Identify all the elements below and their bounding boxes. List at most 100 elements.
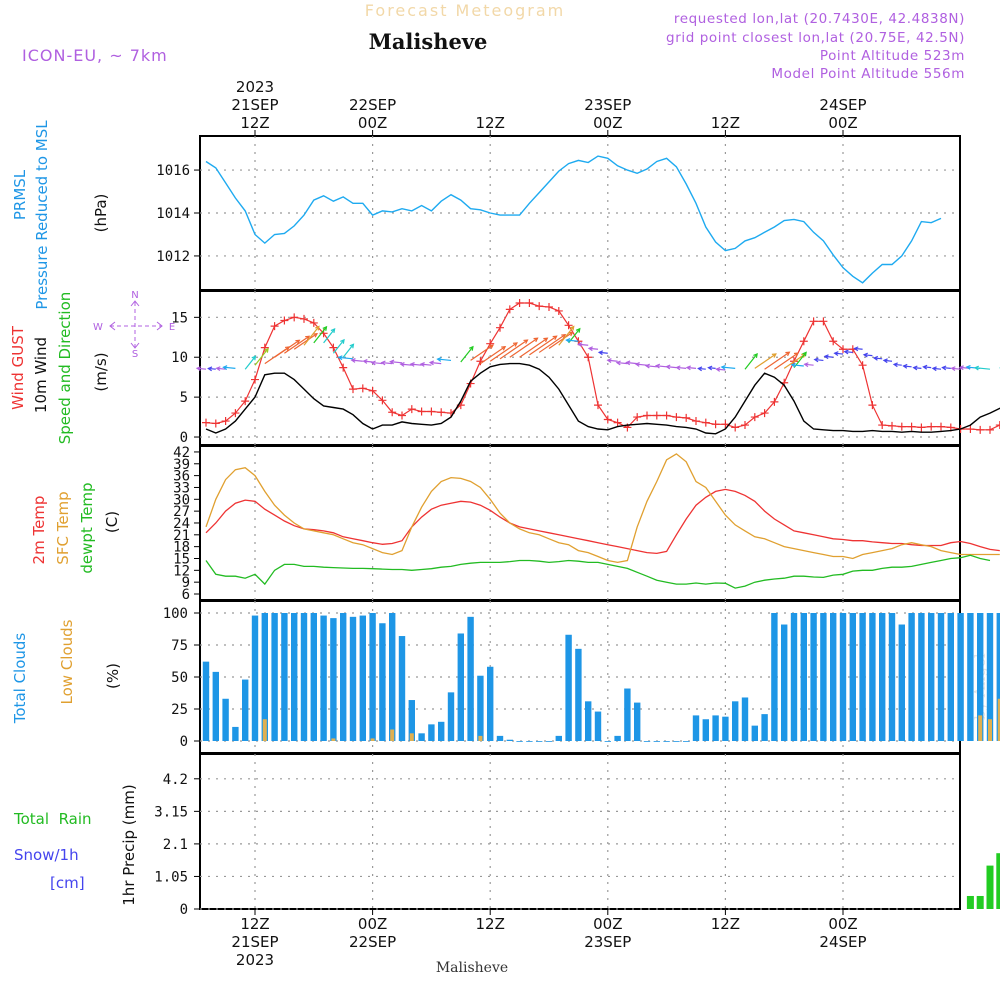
wind-arrow — [883, 359, 893, 362]
gust-marker — [270, 322, 279, 331]
ytick-label: 0 — [180, 430, 188, 446]
gust-marker — [496, 323, 504, 332]
wind-arrow — [863, 354, 873, 357]
low-cloud-bar — [262, 719, 267, 741]
gust-marker — [417, 407, 426, 416]
wind-arrow-head — [606, 358, 612, 363]
gust-marker — [907, 422, 916, 431]
wind-arrow — [323, 328, 336, 344]
gust-marker — [378, 396, 387, 405]
wind-arrow-head — [569, 325, 575, 331]
time-label-top: 21SEP — [231, 96, 278, 114]
total-cloud-bar — [820, 613, 827, 741]
series-wind10 — [205, 362, 1000, 435]
wind-arrow-head — [654, 363, 661, 369]
gust-marker — [545, 302, 553, 311]
total-cloud-bar — [996, 613, 1000, 741]
gust-marker — [554, 306, 563, 315]
rain-bar — [986, 865, 994, 909]
total-cloud-bar — [624, 688, 631, 741]
wind-arrow-head — [790, 362, 796, 368]
total-cloud-bar — [937, 613, 945, 741]
t2m-label: 2m Temp — [30, 496, 48, 565]
top-title: Forecast Meteogram — [365, 1, 565, 20]
total-cloud-bar — [839, 613, 847, 741]
ytick-label: 42 — [173, 445, 190, 461]
wind-arrow — [244, 355, 256, 370]
wind-arrow-head — [965, 364, 971, 370]
gust-marker — [897, 422, 906, 431]
ytick-label: 27 — [173, 504, 190, 520]
wind-arrow-head — [634, 361, 640, 367]
wind-arrow — [342, 343, 354, 358]
total-cloud-bar — [683, 741, 690, 742]
wind-arrow-head — [950, 366, 956, 372]
gust-marker — [231, 409, 240, 418]
gust-marker — [398, 411, 406, 420]
ytick-label: 1016 — [156, 163, 190, 179]
wind-arrow-head — [436, 356, 442, 362]
gust-marker — [770, 397, 779, 406]
total-cloud-bar — [986, 613, 994, 741]
ytick-label: 10 — [171, 350, 188, 366]
wind-arrow-head — [862, 352, 868, 358]
total-cloud-bar — [408, 700, 415, 741]
time-label-top: 00Z — [358, 114, 387, 132]
gust-marker — [937, 422, 945, 431]
prmsl-unit-label: (hPa) — [92, 194, 110, 233]
total-cloud-bar — [634, 702, 641, 741]
wind-arrow — [893, 363, 902, 366]
total-cloud-bar — [585, 701, 592, 741]
ytick-label: 1012 — [156, 249, 190, 265]
wind-arrow — [578, 343, 589, 346]
gust-marker — [633, 413, 642, 422]
wind-arrow — [903, 365, 912, 368]
wind-arrow — [616, 361, 628, 365]
low-cloud-bar — [390, 729, 395, 741]
series-prmsl — [205, 155, 942, 284]
total-cloud-bar — [810, 613, 817, 741]
low-cloud-bar — [978, 715, 983, 741]
wind-arrow-head — [315, 325, 320, 331]
wind-arrow — [834, 352, 844, 355]
wind-arrow — [923, 366, 932, 369]
gust-marker — [202, 418, 210, 427]
ytick-label: 0 — [180, 902, 188, 918]
snow-unit-label: [cm] — [50, 874, 85, 892]
time-label-bottom: 23SEP — [584, 933, 631, 951]
ytick-label: 25 — [171, 702, 188, 718]
total-cloud-bar — [398, 636, 406, 741]
ytick-label: 24 — [173, 516, 190, 532]
wind-arrow-head — [597, 350, 604, 356]
wind-arrow — [519, 337, 548, 358]
total-cloud-bar — [369, 613, 376, 741]
wind-arrow — [371, 361, 383, 365]
gust-marker — [829, 337, 838, 346]
wind-arrow-head — [349, 343, 355, 349]
gust-marker — [662, 411, 671, 420]
wind-arrow-head — [615, 360, 621, 366]
ytick-label: 36 — [173, 469, 190, 485]
precip-unit-label: 1hr Precip (mm) — [120, 784, 138, 905]
ytick-label: 3.15 — [154, 804, 188, 820]
wind-arrow — [303, 326, 320, 346]
time-label-top: 2023 — [236, 78, 274, 96]
wind-arrow — [774, 352, 799, 370]
wind-arrow-head — [512, 342, 518, 347]
wind-arrow-head — [843, 349, 849, 355]
wind-arrow — [489, 342, 518, 362]
total-cloud-bar — [928, 613, 935, 741]
wind-arrow-head — [685, 365, 691, 371]
wind-arrow-head — [251, 355, 257, 361]
requested-coords: requested lon,lat (20.7430E, 42.4838N) — [674, 11, 965, 27]
gust-marker — [672, 413, 681, 422]
wind-arrow-head — [675, 365, 681, 371]
gust-marker — [701, 418, 710, 427]
wind-arrow — [686, 366, 697, 369]
wind-arrow — [196, 367, 207, 370]
total-cloud-bar — [536, 741, 543, 742]
wind-arrow — [744, 353, 758, 370]
gust-marker — [711, 420, 720, 429]
wind-arrow-head — [958, 365, 964, 371]
gust-marker — [290, 313, 299, 322]
